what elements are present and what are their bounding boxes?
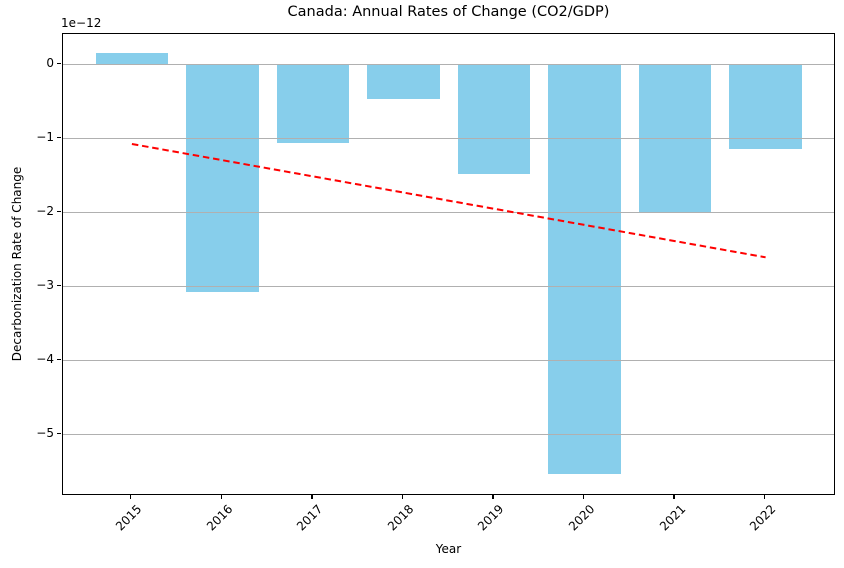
x-tick-label-text: 2018 <box>384 502 417 534</box>
y-tick-mark <box>57 210 61 212</box>
y-tick-label: 0 <box>46 56 54 70</box>
y-tick-label: −1 <box>36 130 54 145</box>
bar-2016 <box>186 64 259 293</box>
y-tick-label: −4 <box>36 352 54 367</box>
y-gridline-−3 <box>63 286 834 288</box>
y-gridline-−1 <box>63 138 834 140</box>
y-tick-label: −5 <box>36 426 54 441</box>
y-gridline-−5 <box>63 434 834 436</box>
trendline-path <box>131 143 766 259</box>
x-tick-label-text: 2021 <box>656 502 688 534</box>
x-tick-label-text: 2017 <box>294 502 326 534</box>
x-tick-mark <box>220 495 223 499</box>
y-tick-mark <box>57 358 61 360</box>
bar-2020 <box>548 64 621 474</box>
x-tick-label-text: 2020 <box>565 502 598 534</box>
y-tick-mark <box>57 284 61 286</box>
bar-2019 <box>457 64 531 175</box>
y-axis-offset-label: 1e−12 <box>61 16 102 30</box>
y-tick-mark <box>57 62 61 64</box>
bar-2018 <box>367 64 440 99</box>
y-tick-label: −2 <box>36 204 54 219</box>
y-tick-mark <box>57 136 61 138</box>
trendline <box>131 143 766 259</box>
y-tick-label: −3 <box>36 278 54 293</box>
x-tick-mark <box>673 495 675 499</box>
x-tick-mark <box>311 495 313 499</box>
y-gridline-0 <box>63 64 834 65</box>
bar-2015 <box>95 52 169 64</box>
x-axis-label: Year <box>435 542 462 556</box>
y-tick-mark <box>57 432 61 435</box>
y-gridline-−2 <box>63 212 834 214</box>
x-tick-mark <box>492 495 494 499</box>
x-tick-mark <box>764 495 766 499</box>
bar-2022 <box>729 64 802 150</box>
x-tick-label-text: 2016 <box>203 502 236 534</box>
y-axis-label: Decarbonization Rate of Change <box>10 166 24 362</box>
plot-area <box>62 33 835 495</box>
x-tick-mark <box>130 495 132 499</box>
x-tick-label-text: 2019 <box>475 502 507 534</box>
x-tick-label-text: 2022 <box>747 502 779 534</box>
y-gridline-−4 <box>63 360 834 362</box>
x-tick-mark <box>401 495 404 499</box>
x-tick-mark <box>582 495 585 499</box>
x-tick-label-text: 2015 <box>113 502 145 534</box>
bar-2017 <box>276 64 350 143</box>
chart-title: Canada: Annual Rates of Change (CO2/GDP) <box>287 4 610 20</box>
